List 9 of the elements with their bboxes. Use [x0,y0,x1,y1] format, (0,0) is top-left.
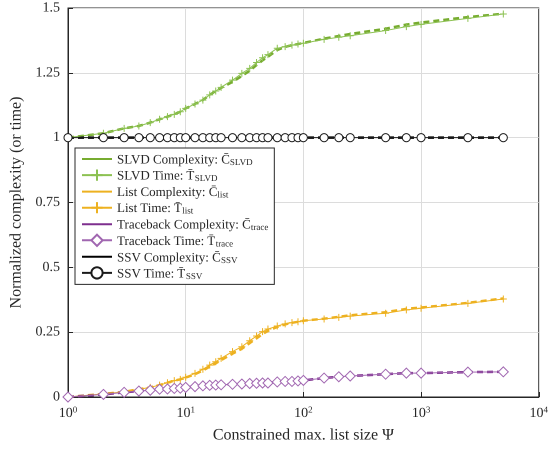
y-tick-label: 0.25 [36,324,60,340]
y-tick-label: 0 [53,390,60,404]
y-tick-label: 1.25 [36,65,60,80]
y-axis-title: Normalized complexity (or time) [8,96,24,308]
y-tick-label: 0.75 [36,195,60,210]
y-tick-label: 0.5 [42,260,60,275]
y-tick-label: 1 [53,130,60,146]
y-tick-label: 1.5 [42,0,60,16]
x-axis-title: Constrained max. list size Ψ [212,426,394,444]
